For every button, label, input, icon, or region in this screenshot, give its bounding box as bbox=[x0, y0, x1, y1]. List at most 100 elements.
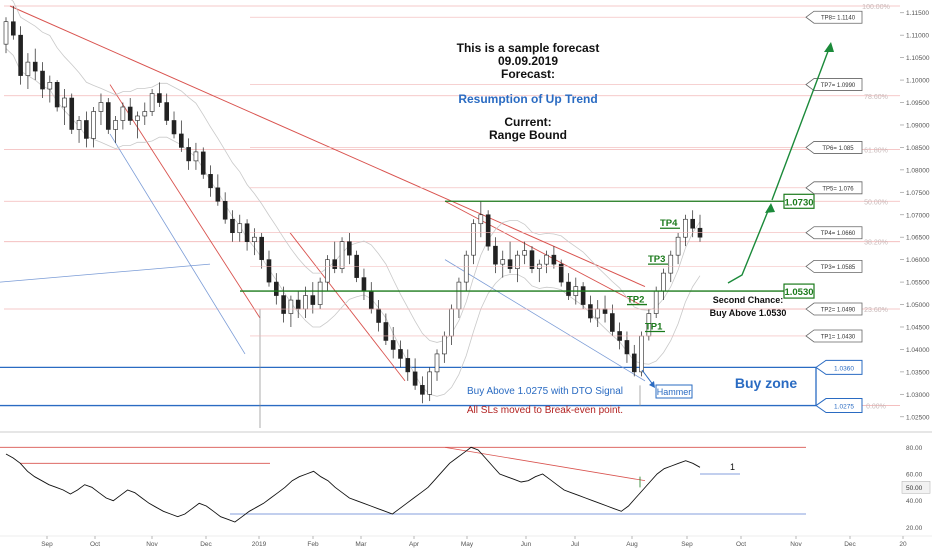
fib-label-6: 0.00% bbox=[866, 404, 886, 411]
candle-body-11 bbox=[84, 120, 89, 139]
tp-mark-tp1: TP1 bbox=[645, 321, 663, 332]
candle-body-54 bbox=[398, 349, 403, 359]
price-tick-label-8: 1.07500 bbox=[906, 190, 930, 197]
candle-body-46 bbox=[339, 241, 345, 269]
candle-body-41 bbox=[303, 295, 308, 310]
time-label-7: Apr bbox=[409, 541, 420, 548]
time-label-5: Feb bbox=[307, 541, 319, 548]
tp-mark-tp3: TP3 bbox=[648, 254, 665, 265]
trend-line-2 bbox=[109, 84, 261, 319]
dto-line bbox=[5, 446, 701, 523]
candle-body-62 bbox=[456, 281, 462, 310]
tp-tag-6: TP2= 1.0490 bbox=[821, 308, 856, 314]
candle-body-8 bbox=[62, 97, 67, 108]
price-tick-label-10: 1.06500 bbox=[906, 235, 930, 242]
candle-body-43 bbox=[317, 281, 323, 305]
projection-arrow bbox=[771, 45, 831, 201]
major-downtrend-line bbox=[9, 5, 646, 288]
sample-title: This is a sample forecast bbox=[457, 41, 600, 55]
tp-tag-0: TP8= 1.1140 bbox=[821, 16, 856, 22]
tp-tag-2: TP6= 1.085 bbox=[822, 146, 854, 152]
time-label-13: Oct bbox=[736, 541, 746, 548]
candle-body-37 bbox=[273, 281, 279, 296]
buy-zone-bottom-tag: 1.0275 bbox=[834, 404, 854, 411]
tp-tag-box-4 bbox=[805, 226, 863, 240]
tp-tag-box-5 bbox=[805, 259, 863, 273]
price-tick-label-7: 1.08000 bbox=[906, 167, 930, 174]
candle-body-2 bbox=[18, 34, 23, 76]
second-chance-arrow bbox=[727, 205, 771, 284]
tp-tag-box-7 bbox=[805, 329, 863, 343]
current-value: Range Bound bbox=[489, 128, 567, 142]
tp-tag-box-3 bbox=[805, 181, 863, 195]
price-tick-label-0: 1.11500 bbox=[906, 10, 929, 17]
candle-body-17 bbox=[127, 106, 133, 121]
second-chance-title: Second Chance: bbox=[713, 295, 784, 305]
tp-tag-4: TP4= 1.0660 bbox=[821, 231, 856, 237]
price-tick-label-9: 1.07000 bbox=[906, 212, 930, 219]
dto-tick-label-3: 20.00 bbox=[906, 525, 923, 532]
candle-body-77 bbox=[566, 281, 571, 296]
candle-body-76 bbox=[558, 263, 564, 283]
candle-body-10 bbox=[76, 120, 82, 130]
dto-marker-label: 1 bbox=[730, 462, 735, 472]
buy-zone-region: 1.0360 1.0275 bbox=[0, 359, 863, 414]
candle-body-89 bbox=[653, 290, 659, 314]
candle-body-31 bbox=[230, 218, 235, 234]
candle-body-59 bbox=[434, 353, 440, 373]
candle-body-34 bbox=[252, 236, 257, 242]
fib-label-1: 78.60% bbox=[864, 94, 888, 101]
current-label: Current: bbox=[504, 115, 551, 129]
price-tick-label-6: 1.08500 bbox=[906, 145, 930, 152]
time-label-2: Nov bbox=[146, 541, 158, 548]
candle-body-69 bbox=[507, 259, 513, 269]
candle-body-72 bbox=[529, 250, 535, 269]
tp-tag-1: TP7= 1.0990 bbox=[821, 83, 856, 89]
fib-label-0: 100.00% bbox=[862, 4, 890, 11]
key-level-box-1 bbox=[783, 283, 815, 299]
candle-body-87 bbox=[639, 335, 644, 373]
tp-mark-tp2: TP2 bbox=[627, 295, 644, 306]
candle-body-47 bbox=[347, 241, 352, 256]
candle-body-15 bbox=[113, 120, 118, 130]
price-tick-label-5: 1.09000 bbox=[906, 122, 930, 129]
sample-date: 09.09.2019 bbox=[498, 54, 558, 68]
candle-body-53 bbox=[390, 340, 396, 350]
time-label-1: Oct bbox=[90, 541, 100, 548]
candle-body-85 bbox=[624, 340, 630, 355]
price-axis: 1.11500 1.11000 1.10500 1.10000 1.09500 1.090… bbox=[900, 10, 930, 421]
trend-lines bbox=[0, 5, 646, 428]
price-tick-label-15: 1.04000 bbox=[906, 347, 930, 354]
price-tick-label-16: 1.03500 bbox=[906, 369, 930, 376]
candle-body-6 bbox=[47, 82, 53, 90]
time-label-8: May bbox=[461, 541, 474, 548]
price-tick-label-13: 1.05000 bbox=[906, 302, 930, 309]
candle-body-23 bbox=[171, 120, 177, 135]
sl-note: All SLs moved to Break-even point. bbox=[467, 405, 623, 416]
hammer-arrow-head bbox=[649, 381, 655, 388]
candle-body-18 bbox=[135, 115, 140, 121]
time-label-6: Mar bbox=[355, 541, 367, 548]
key-level-label-1: 1.0530 bbox=[784, 287, 813, 298]
candle-body-3 bbox=[25, 61, 31, 76]
candle-body-86 bbox=[631, 353, 637, 373]
candle-body-27 bbox=[200, 151, 206, 175]
tp-tag-box-6 bbox=[805, 302, 863, 316]
candle-body-14 bbox=[105, 102, 111, 130]
candle-body-93 bbox=[683, 218, 688, 238]
trend-line-3 bbox=[289, 232, 406, 382]
candle-body-36 bbox=[266, 259, 272, 283]
lower-band bbox=[5, 48, 701, 397]
price-tick-label-11: 1.06000 bbox=[906, 257, 930, 264]
candle-body-58 bbox=[427, 371, 433, 395]
buy-zone-bottom-tag-box bbox=[815, 398, 863, 414]
candle-body-79 bbox=[580, 286, 586, 305]
candle-body-80 bbox=[588, 304, 593, 319]
candle-body-91 bbox=[668, 254, 674, 274]
projection-arrow-head bbox=[824, 42, 834, 52]
price-tick-label-4: 1.09500 bbox=[906, 100, 930, 107]
candle-body-94 bbox=[690, 218, 695, 229]
time-label-4: 2019 bbox=[252, 541, 267, 548]
tp-tag-box-1 bbox=[805, 78, 863, 91]
key-level-label-0: 1.0730 bbox=[784, 197, 813, 208]
